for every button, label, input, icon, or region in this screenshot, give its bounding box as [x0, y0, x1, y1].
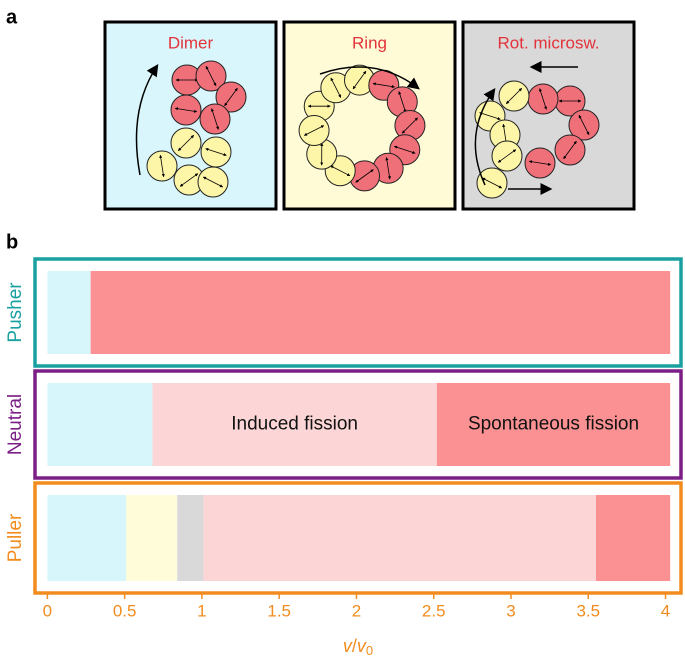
x-tick-label: 3.5	[576, 601, 600, 620]
segment-label: Spontaneous fission	[468, 414, 639, 435]
x-tick-label: 1	[197, 601, 206, 620]
x-axis-label-part: v	[357, 636, 367, 656]
orientation-arrow	[177, 134, 195, 152]
motion-arrow	[474, 88, 496, 186]
orientation-arrow	[303, 125, 325, 136]
x-tick-label: 1.5	[267, 601, 291, 620]
orientation-arrow	[352, 70, 367, 90]
row-label: Puller	[5, 513, 26, 562]
segment	[152, 383, 437, 466]
segment	[596, 495, 671, 581]
orientation-arrow	[505, 87, 523, 105]
box-title: Dimer	[168, 33, 214, 52]
orientation-arrow	[205, 65, 217, 87]
panel-label: a	[6, 6, 18, 28]
orientation-arrow	[401, 117, 419, 134]
row-frame	[33, 369, 683, 480]
x-tick-label: 4	[661, 601, 670, 620]
orientation-arrow	[528, 160, 552, 166]
orientation-arrow	[210, 108, 220, 130]
orientation-arrow	[385, 157, 391, 180]
segment	[126, 495, 178, 581]
orientation-arrow	[224, 87, 238, 107]
panel-a: Dimer Ring Rot. microsw.	[103, 20, 636, 211]
segment	[47, 271, 91, 354]
orientation-arrow	[497, 149, 517, 163]
box-title: Rot. microsw.	[497, 33, 599, 52]
row-label: Pusher	[5, 282, 26, 343]
x-axis-label: v/v0	[343, 636, 373, 659]
box-title: Ring	[352, 33, 387, 52]
orientation-arrow	[202, 176, 224, 188]
orientation-arrow	[578, 114, 590, 136]
orientation-arrow	[355, 169, 374, 183]
x-axis-label-part: 0	[366, 643, 373, 658]
x-tick-label: 2	[352, 601, 361, 620]
orientation-arrow	[372, 82, 395, 89]
segment	[47, 495, 127, 581]
orientation-arrow	[179, 173, 199, 187]
segment-label: Induced fission	[231, 414, 358, 435]
orientation-arrow	[538, 88, 548, 110]
row-frame	[33, 257, 683, 368]
orientation-arrow	[479, 111, 501, 121]
orientation-arrow	[481, 177, 503, 189]
segment	[90, 271, 671, 354]
segment	[177, 495, 204, 581]
x-tick-label: 0.5	[113, 601, 137, 620]
orientation-arrow	[330, 165, 351, 177]
orientation-arrow	[205, 147, 227, 157]
x-tick-label: 0	[43, 601, 52, 620]
panel-label: b	[6, 231, 18, 253]
motion-arrow	[135, 63, 159, 176]
x-tick-label: 2.5	[422, 601, 446, 620]
row-frame	[33, 481, 683, 595]
row-label: Neutral	[5, 394, 26, 455]
x-axis-label-part: v	[343, 636, 353, 656]
segment	[47, 383, 153, 466]
x-axis-label-part: /	[352, 636, 357, 656]
orientation-arrow	[398, 91, 407, 113]
orientation-arrow	[159, 154, 165, 178]
motion-arrow	[319, 66, 420, 90]
orientation-arrow	[394, 145, 416, 154]
segment	[436, 383, 671, 466]
orientation-arrow	[174, 107, 198, 113]
orientation-arrow	[330, 77, 342, 98]
segment	[203, 495, 597, 581]
x-tick-label: 3	[506, 601, 515, 620]
panel-b: Pusher Induced fission Spontaneous fission…	[5, 257, 683, 659]
orientation-arrow	[563, 140, 577, 160]
